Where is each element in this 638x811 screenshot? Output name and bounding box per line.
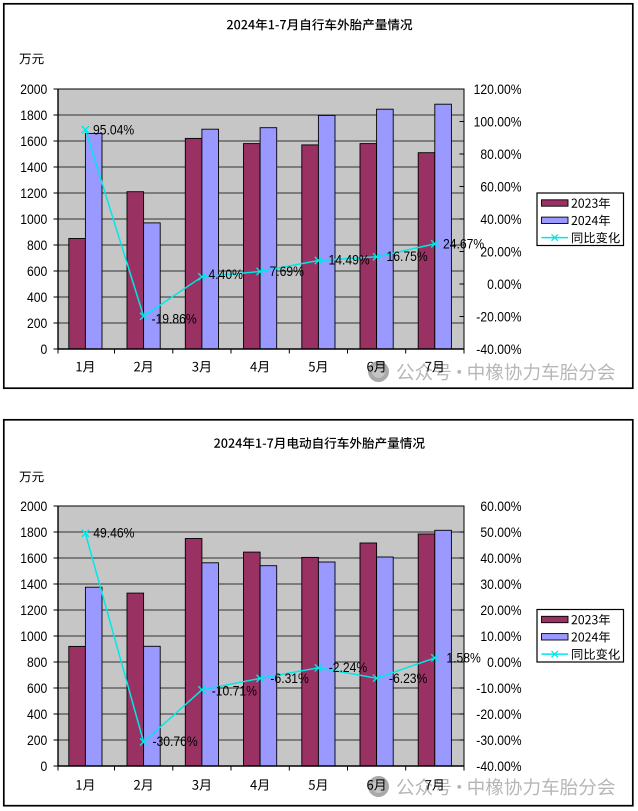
svg-text:30.00%: 30.00% [480, 576, 521, 592]
svg-text:0.00%: 0.00% [487, 654, 521, 670]
svg-text:1.58%: 1.58% [446, 650, 480, 666]
svg-text:2000: 2000 [20, 498, 47, 514]
svg-text:0: 0 [41, 341, 48, 357]
svg-text:800: 800 [27, 237, 47, 253]
svg-text:-2.24%: -2.24% [329, 659, 367, 675]
svg-text:60.00%: 60.00% [480, 498, 521, 514]
svg-text:-10.00%: -10.00% [476, 680, 521, 696]
svg-text:80.00%: 80.00% [480, 146, 521, 162]
svg-text:1200: 1200 [20, 602, 47, 618]
svg-text:16.75%: 16.75% [387, 248, 428, 264]
svg-text:-40.00%: -40.00% [476, 341, 521, 357]
svg-text:120.00%: 120.00% [474, 81, 522, 97]
svg-text:-30.00%: -30.00% [476, 732, 521, 748]
svg-text:100.00%: 100.00% [474, 114, 522, 130]
svg-text:-30.76%: -30.76% [153, 733, 198, 749]
svg-text:1000: 1000 [20, 211, 47, 227]
svg-text:40.00%: 40.00% [480, 550, 521, 566]
svg-text:1600: 1600 [20, 133, 47, 149]
svg-text:20.00%: 20.00% [480, 602, 521, 618]
svg-text:1400: 1400 [20, 576, 47, 592]
svg-text:14.49%: 14.49% [329, 252, 370, 268]
svg-text:40.00%: 40.00% [480, 211, 521, 227]
svg-text:1200: 1200 [20, 185, 47, 201]
svg-text:2000: 2000 [20, 81, 47, 97]
svg-text:50.00%: 50.00% [480, 524, 521, 540]
svg-text:600: 600 [27, 263, 47, 279]
svg-text:400: 400 [27, 706, 47, 722]
svg-text:1800: 1800 [20, 524, 47, 540]
svg-text:-6.31%: -6.31% [270, 670, 308, 686]
svg-text:1000: 1000 [20, 628, 47, 644]
svg-text:200: 200 [27, 315, 47, 331]
svg-text:-20.00%: -20.00% [476, 309, 521, 325]
svg-text:-40.00%: -40.00% [476, 758, 521, 774]
svg-text:200: 200 [27, 732, 47, 748]
svg-text:-6.23%: -6.23% [389, 670, 427, 686]
svg-text:24.67%: 24.67% [443, 236, 484, 252]
svg-text:7.69%: 7.69% [270, 263, 304, 279]
svg-text:60.00%: 60.00% [480, 179, 521, 195]
svg-text:0.00%: 0.00% [487, 276, 521, 292]
svg-text:-20.00%: -20.00% [476, 706, 521, 722]
svg-text:400: 400 [27, 289, 47, 305]
svg-text:10.00%: 10.00% [480, 628, 521, 644]
svg-text:1400: 1400 [20, 159, 47, 175]
svg-text:800: 800 [27, 654, 47, 670]
svg-text:0: 0 [41, 758, 48, 774]
svg-text:-19.86%: -19.86% [152, 311, 197, 327]
svg-text:49.46%: 49.46% [93, 525, 134, 541]
svg-text:20.00%: 20.00% [480, 244, 521, 260]
svg-text:4.40%: 4.40% [209, 266, 243, 282]
svg-text:1800: 1800 [20, 107, 47, 123]
svg-text:1600: 1600 [20, 550, 47, 566]
svg-text:600: 600 [27, 680, 47, 696]
svg-text:-10.71%: -10.71% [212, 683, 257, 699]
svg-text:95.04%: 95.04% [93, 122, 134, 138]
